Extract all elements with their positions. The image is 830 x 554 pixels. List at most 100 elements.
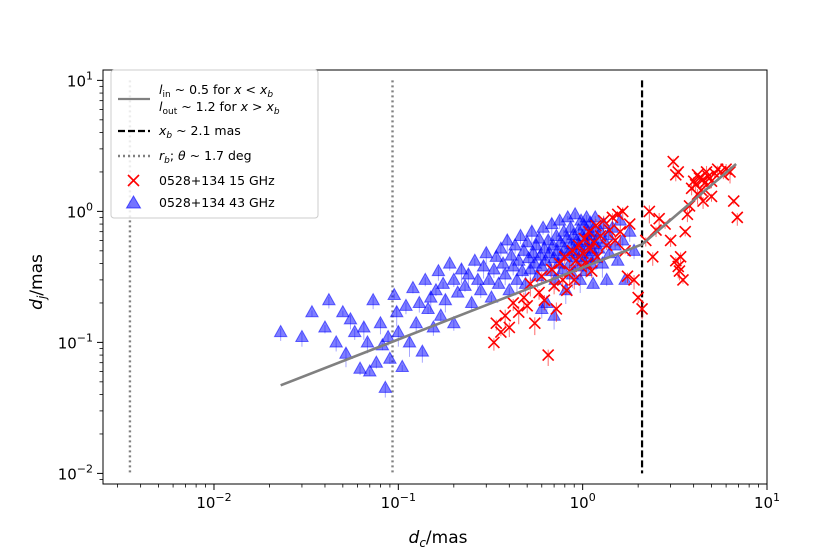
point-43ghz	[489, 249, 504, 262]
point-43ghz	[493, 241, 508, 257]
point-15ghz	[503, 321, 516, 338]
point-43ghz	[446, 272, 461, 288]
point-43ghz	[335, 304, 350, 318]
point-43ghz	[461, 266, 476, 289]
point-43ghz	[421, 301, 436, 314]
point-43ghz	[508, 237, 523, 254]
y-tick-label: 100	[67, 200, 93, 221]
point-43ghz	[428, 282, 443, 297]
point-43ghz	[402, 334, 417, 357]
x-tick-label: 10−1	[381, 491, 416, 512]
point-15ghz	[609, 234, 622, 247]
point-15ghz	[616, 205, 629, 220]
y-axis-label-sub: j	[35, 295, 49, 301]
legend-fit-line1: lin ~ 0.5 for x < xb	[159, 82, 273, 100]
point-43ghz	[491, 276, 506, 289]
fit-line-layer	[280, 163, 737, 387]
point-43ghz	[362, 363, 377, 377]
point-15ghz	[589, 219, 602, 239]
point-15ghz	[646, 250, 659, 266]
point-43ghz	[366, 292, 381, 310]
legend-fit-line2: lout ~ 1.2 for x > xb	[159, 99, 280, 117]
point-43ghz	[438, 292, 453, 313]
point-43ghz	[516, 243, 531, 257]
point-15ghz	[490, 317, 503, 331]
legend-15ghz-swatch	[127, 174, 140, 187]
point-15ghz	[623, 218, 636, 231]
point-15ghz	[635, 302, 649, 320]
point-43ghz	[615, 232, 630, 248]
point-43ghz	[353, 361, 368, 376]
point-43ghz	[599, 272, 614, 287]
point-43ghz	[547, 308, 562, 330]
point-43ghz	[433, 308, 448, 323]
point-43ghz	[415, 344, 430, 363]
point-43ghz	[454, 261, 469, 284]
y-axis-label-main: d	[27, 299, 47, 310]
point-15ghz	[614, 225, 627, 245]
x-tick-label: 100	[570, 491, 596, 512]
point-43ghz	[467, 253, 482, 267]
legend-15ghz-text: 0528+134 15 GHz	[159, 173, 275, 188]
x-axis-label: dc/mas	[409, 528, 468, 550]
point-15ghz	[550, 302, 563, 322]
point-15ghz	[499, 309, 512, 328]
x-tick-label: 10−2	[196, 491, 231, 512]
broken-power-law-fit	[280, 163, 737, 387]
point-15ghz	[600, 239, 613, 252]
point-15ghz	[517, 291, 530, 308]
point-43ghz	[442, 255, 457, 271]
point-43ghz	[450, 285, 465, 298]
point-15ghz	[558, 250, 571, 265]
point-15ghz	[538, 294, 551, 311]
series-15ghz	[487, 155, 744, 366]
point-15ghz	[727, 194, 740, 208]
point-15ghz	[621, 270, 634, 284]
point-43ghz	[395, 359, 410, 372]
point-43ghz	[470, 272, 485, 291]
point-43ghz	[317, 319, 332, 334]
point-15ghz	[548, 279, 561, 295]
point-43ghz	[373, 315, 388, 335]
point-43ghz	[479, 245, 494, 264]
point-43ghz	[321, 292, 336, 309]
point-15ghz	[594, 229, 607, 242]
point-15ghz	[679, 225, 692, 238]
point-43ghz	[436, 276, 451, 289]
point-43ghz	[391, 324, 406, 347]
point-43ghz	[343, 311, 358, 330]
point-15ghz	[542, 349, 555, 366]
y-axis: 10−2 10−1 100 101	[58, 69, 103, 483]
point-43ghz	[500, 232, 515, 255]
point-15ghz	[528, 317, 541, 336]
point-15ghz	[487, 336, 500, 351]
point-43ghz	[509, 272, 524, 293]
point-43ghz	[622, 224, 637, 242]
point-43ghz	[356, 319, 371, 340]
point-43ghz	[481, 272, 496, 285]
point-43ghz	[520, 234, 535, 248]
point-15ghz	[632, 291, 645, 304]
point-15ghz	[585, 265, 598, 278]
point-43ghz	[409, 315, 424, 332]
point-43ghz	[405, 280, 420, 294]
legend-xb-text: xb ~ 2.1 mas	[158, 123, 241, 141]
point-43ghz	[476, 258, 491, 279]
point-43ghz	[473, 282, 488, 299]
point-43ghz	[387, 287, 402, 301]
axes-border	[102, 69, 768, 485]
point-15ghz	[697, 194, 710, 209]
point-43ghz	[513, 228, 528, 245]
y-axis-label-rest: /mas	[27, 254, 47, 296]
y-tick-label: 10−1	[58, 331, 93, 352]
point-15ghz	[664, 234, 677, 247]
point-15ghz	[643, 205, 656, 224]
point-43ghz	[524, 224, 539, 245]
point-43ghz	[338, 346, 353, 368]
point-15ghz	[494, 325, 507, 339]
point-15ghz	[512, 306, 525, 325]
point-15ghz	[731, 211, 744, 226]
y-tick-label: 101	[67, 69, 93, 90]
point-43ghz	[532, 231, 547, 250]
